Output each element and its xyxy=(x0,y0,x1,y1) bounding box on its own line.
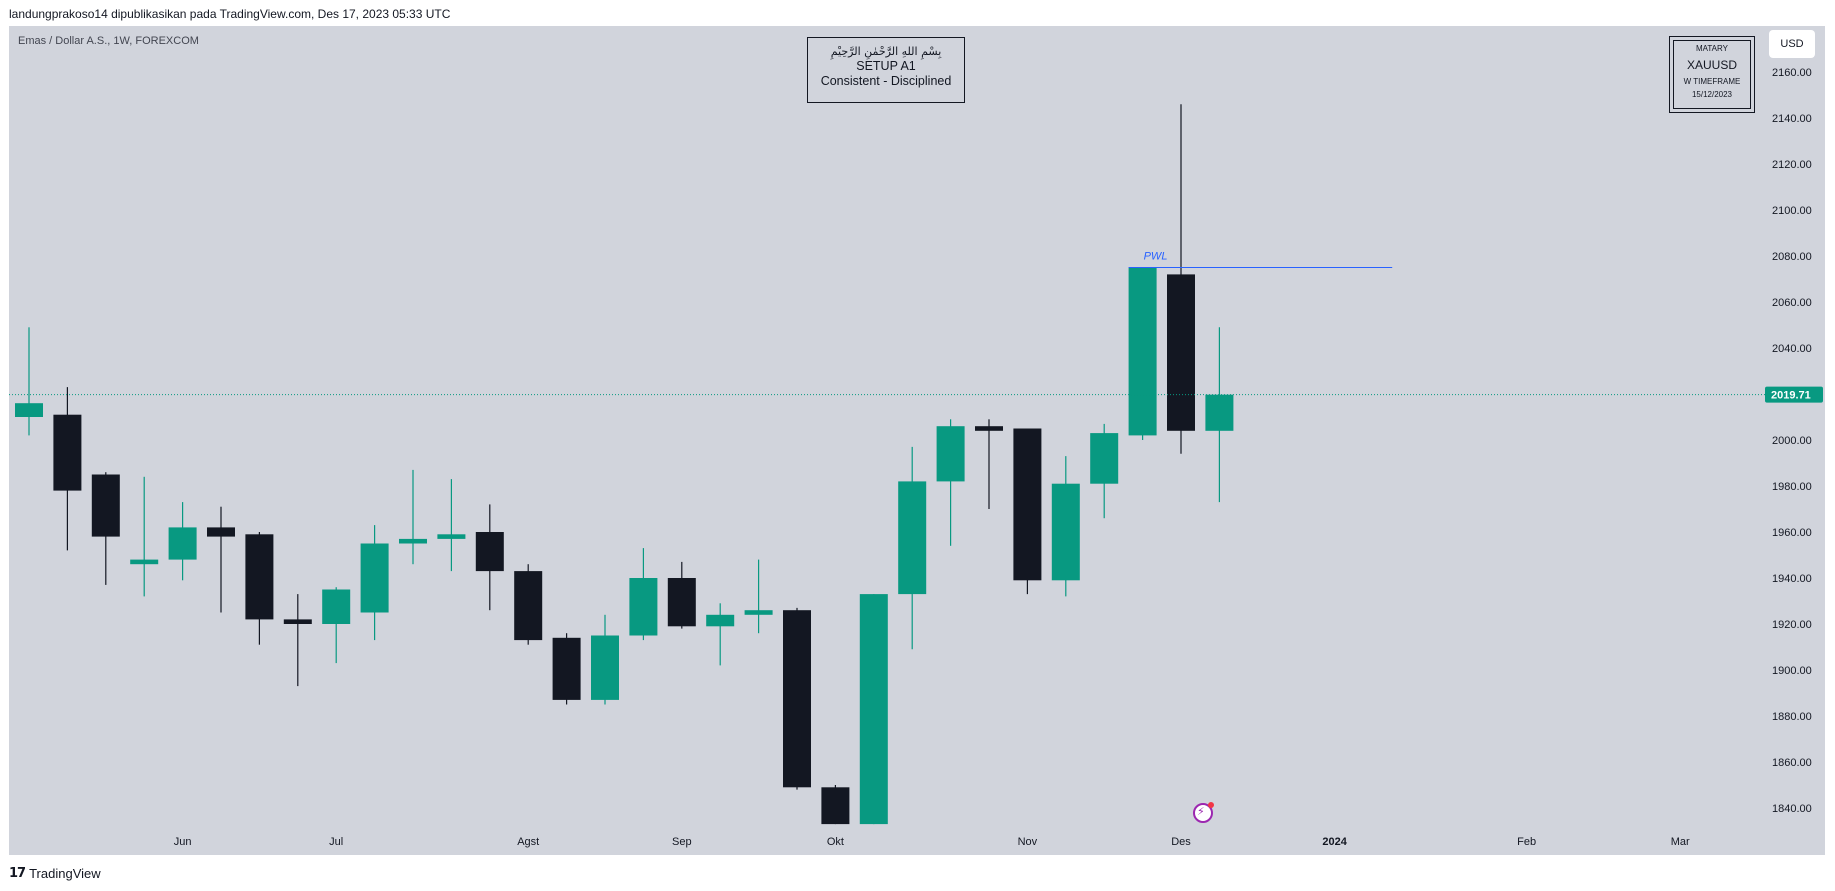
y-tick-label: 2160.00 xyxy=(1772,67,1812,79)
current-price-tag xyxy=(1765,386,1823,403)
y-tick-label: 2100.00 xyxy=(1772,205,1812,217)
candle-body xyxy=(552,637,581,700)
x-tick-label: Okt xyxy=(827,836,844,848)
x-tick-label: Jul xyxy=(329,836,343,848)
candle-body xyxy=(15,403,43,417)
stamp-line2: XAUUSD xyxy=(1686,58,1737,72)
candle-body xyxy=(1090,433,1119,484)
y-tick-label: 1860.00 xyxy=(1772,757,1812,769)
y-tick-label: 2140.00 xyxy=(1772,113,1812,125)
setup-subtitle: Consistent - Disciplined xyxy=(820,74,952,88)
candle-body xyxy=(667,578,696,627)
x-tick-label: Sep xyxy=(672,836,692,848)
candle-body xyxy=(245,534,274,620)
symbol-label[interactable]: Emas / Dollar A.S., 1W, FOREXCOM xyxy=(18,35,199,47)
y-tick-label: 1920.00 xyxy=(1772,619,1812,631)
y-tick-label: 1840.00 xyxy=(1772,803,1812,815)
currency-button[interactable]: USD xyxy=(1769,30,1815,58)
x-tick-label: Feb xyxy=(1517,836,1536,848)
setup-note-box[interactable]: بِسْمِ اللهِ الرَّحْمٰنِ الرَّحِيْمِ SET… xyxy=(807,37,965,103)
x-tick-label: Agst xyxy=(517,836,539,848)
bolt-icon[interactable] xyxy=(1193,802,1214,823)
candle-body xyxy=(629,578,658,636)
y-tick-label: 1940.00 xyxy=(1772,573,1812,585)
candle-body xyxy=(437,534,466,539)
candle-body xyxy=(821,787,850,825)
y-tick-label: 1980.00 xyxy=(1772,481,1812,493)
x-tick-label: 2024 xyxy=(1322,836,1347,848)
stamp-inner: MATARY XAUUSD W TIMEFRAME 15/12/2023 xyxy=(1673,40,1751,109)
candle-body xyxy=(898,481,927,595)
candle-body xyxy=(1051,483,1080,581)
chart-pane[interactable] xyxy=(9,26,1825,855)
candle-body xyxy=(283,619,312,624)
y-tick-label: 2060.00 xyxy=(1772,297,1812,309)
candle-body xyxy=(1013,428,1042,581)
footer-brand-label: TradingView xyxy=(29,865,101,881)
candle-body xyxy=(130,559,159,565)
candle-body xyxy=(322,589,351,624)
candle-body xyxy=(207,527,235,537)
candle-body xyxy=(399,538,427,544)
candle-body xyxy=(1205,394,1234,431)
candle-body xyxy=(91,474,120,537)
y-tick-label: 1900.00 xyxy=(1772,665,1812,677)
watermark-stamp[interactable]: MATARY XAUUSD W TIMEFRAME 15/12/2023 xyxy=(1669,36,1755,113)
y-tick-label: 2080.00 xyxy=(1772,251,1812,263)
publish-caption: landungprakoso14 dipublikasikan pada Tra… xyxy=(9,7,451,21)
candle-body xyxy=(514,571,543,641)
candle-body xyxy=(591,635,619,700)
candle-body xyxy=(975,426,1003,431)
notification-dot xyxy=(1208,802,1214,808)
stamp-line4: 15/12/2023 xyxy=(1691,90,1733,99)
footer-brand[interactable]: 𝟭𝟳 TradingView xyxy=(9,865,101,881)
candle-body xyxy=(53,414,82,491)
setup-title: SETUP A1 xyxy=(856,59,916,73)
y-tick-label: 1960.00 xyxy=(1772,527,1812,539)
x-tick-label: Nov xyxy=(1018,836,1038,848)
candle-body xyxy=(936,426,965,482)
candle-body xyxy=(475,532,504,572)
y-tick-label: 1880.00 xyxy=(1772,711,1812,723)
candle-body xyxy=(1167,274,1195,431)
basmala-text: بِسْمِ اللهِ الرَّحْمٰنِ الرَّحِيْمِ xyxy=(830,45,942,58)
stamp-line3: W TIMEFRAME xyxy=(1683,77,1741,86)
candle-body xyxy=(783,610,811,788)
candle-body xyxy=(168,527,197,560)
x-tick-label: Mar xyxy=(1671,836,1690,848)
y-tick-label: 2000.00 xyxy=(1772,435,1812,447)
x-tick-label: Des xyxy=(1171,836,1191,848)
pwl-label: PWL xyxy=(1144,251,1168,263)
y-tick-label: 2120.00 xyxy=(1772,159,1812,171)
y-tick-label: 2040.00 xyxy=(1772,343,1812,355)
candle-body xyxy=(706,614,735,627)
stamp-line1: MATARY xyxy=(1695,44,1728,53)
candle-body xyxy=(360,543,389,613)
current-price-label: 2019.71 xyxy=(1771,390,1811,402)
tradingview-logo-icon: 𝟭𝟳 xyxy=(9,865,26,880)
candle-body xyxy=(859,594,888,825)
candle-body xyxy=(1128,267,1157,436)
candle-body xyxy=(744,610,773,615)
x-tick-label: Jun xyxy=(174,836,192,848)
